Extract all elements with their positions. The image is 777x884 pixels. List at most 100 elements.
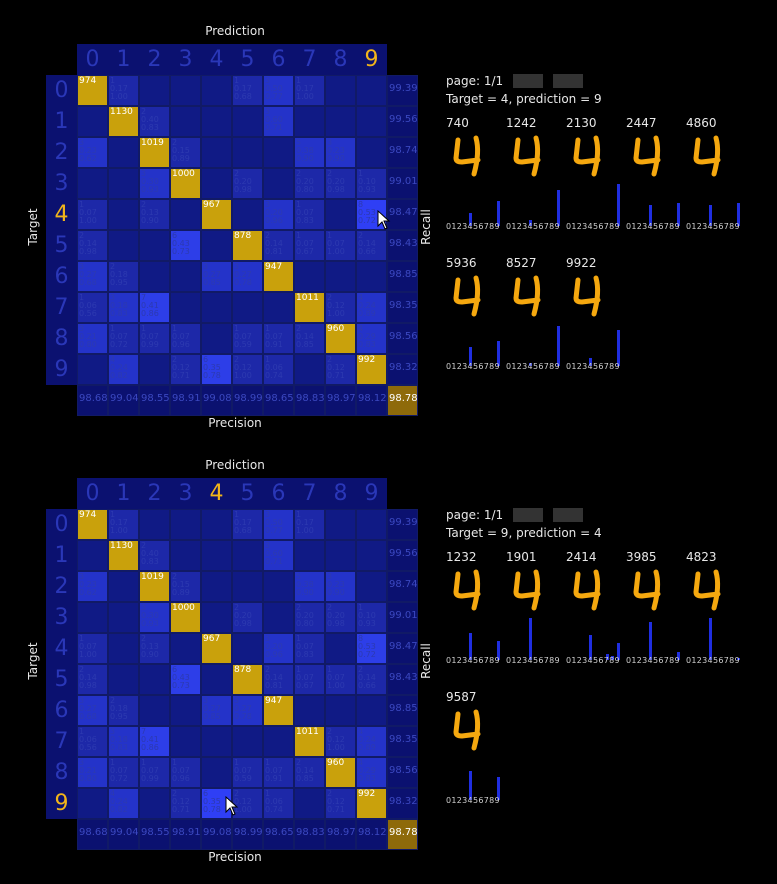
matrix-cell[interactable]: 2 0.20 0.98	[325, 168, 356, 199]
sample-item[interactable]: 4860 0123456789	[686, 116, 744, 236]
matrix-cell[interactable]: 992	[356, 354, 387, 385]
matrix-cell[interactable]: 2 0.12 0.71	[170, 354, 201, 385]
matrix-cell[interactable]: 4 0.29 0.83	[356, 323, 387, 354]
matrix-cell[interactable]	[139, 75, 170, 106]
matrix-cell[interactable]	[325, 75, 356, 106]
matrix-cell[interactable]: 2 0.20 0.80	[294, 602, 325, 633]
matrix-cell[interactable]: 3 0.23 0.62	[77, 571, 108, 602]
matrix-cell[interactable]: 1011	[294, 292, 325, 323]
matrix-cell[interactable]: 2 0.12 0.71	[170, 788, 201, 819]
target-class-label[interactable]: 0	[54, 78, 69, 103]
matrix-cell[interactable]	[108, 633, 139, 664]
matrix-cell[interactable]: 1 0.07 0.72	[108, 323, 139, 354]
matrix-cell[interactable]: 3 0.23 0.62	[77, 137, 108, 168]
matrix-cell[interactable]: 1130	[108, 540, 139, 571]
matrix-cell[interactable]	[108, 168, 139, 199]
matrix-cell[interactable]	[201, 292, 232, 323]
matrix-cell[interactable]: 7 0.41 0.86	[139, 726, 170, 757]
prediction-class-label[interactable]: 8	[333, 47, 348, 72]
matrix-cell[interactable]: 1130	[108, 106, 139, 137]
sample-item[interactable]: 4823 0123456789	[686, 550, 744, 670]
target-class-label[interactable]: 4	[54, 636, 69, 661]
matrix-cell[interactable]: 5 0.38 0.90	[294, 137, 325, 168]
matrix-cell[interactable]: 1 0.17 1.00	[108, 509, 139, 540]
matrix-cell[interactable]	[232, 571, 263, 602]
matrix-cell[interactable]: 2 0.20 0.98	[325, 602, 356, 633]
prediction-class-label[interactable]: 1	[116, 47, 131, 72]
target-class-label[interactable]: 7	[54, 729, 69, 754]
matrix-cell[interactable]	[170, 633, 201, 664]
matrix-cell[interactable]	[170, 292, 201, 323]
matrix-cell[interactable]: 1000	[170, 602, 201, 633]
prev-page-button[interactable]	[513, 508, 544, 522]
matrix-cell[interactable]	[356, 509, 387, 540]
prediction-class-label[interactable]: 3	[178, 481, 193, 506]
matrix-cell[interactable]	[294, 354, 325, 385]
matrix-cell[interactable]: 2 0.18 0.95	[108, 261, 139, 292]
matrix-cell[interactable]	[108, 571, 139, 602]
matrix-cell[interactable]	[232, 137, 263, 168]
sample-item[interactable]: 1242 0123456789	[506, 116, 564, 236]
matrix-cell[interactable]: 3 0.21 0.80	[77, 323, 108, 354]
matrix-cell[interactable]	[263, 292, 294, 323]
matrix-cell[interactable]: 1 0.07 0.59	[232, 757, 263, 788]
matrix-cell[interactable]: 2 0.14 0.81	[263, 230, 294, 261]
matrix-cell[interactable]	[325, 261, 356, 292]
sample-item[interactable]: 9922 0123456789	[566, 256, 624, 376]
matrix-cell[interactable]: 4 0.24 0.89	[356, 726, 387, 757]
matrix-cell[interactable]: 2 0.14 0.66	[356, 230, 387, 261]
sample-item[interactable]: 2130 0123456789	[566, 116, 624, 236]
matrix-cell[interactable]: 1 0.07 0.67	[294, 664, 325, 695]
matrix-cell[interactable]	[263, 726, 294, 757]
matrix-cell[interactable]	[294, 788, 325, 819]
matrix-cell[interactable]	[201, 106, 232, 137]
matrix-cell[interactable]	[139, 695, 170, 726]
matrix-cell[interactable]: 2 0.12 0.71	[325, 788, 356, 819]
sample-item[interactable]: 2414 0123456789	[566, 550, 624, 670]
matrix-cell[interactable]	[356, 540, 387, 571]
matrix-cell[interactable]	[294, 106, 325, 137]
matrix-cell[interactable]	[170, 540, 201, 571]
matrix-cell[interactable]: 2 0.20 0.98	[232, 168, 263, 199]
matrix-cell[interactable]: 2 0.12 1.00	[325, 292, 356, 323]
matrix-cell[interactable]	[170, 726, 201, 757]
matrix-cell[interactable]: 960	[325, 757, 356, 788]
matrix-cell[interactable]: 2 0.15 0.89	[170, 137, 201, 168]
target-class-label[interactable]: 9	[54, 791, 69, 816]
prediction-class-label[interactable]: 1	[116, 481, 131, 506]
matrix-cell[interactable]: 1 0.06 0.74	[263, 354, 294, 385]
matrix-cell[interactable]: 1 0.10 0.93	[356, 602, 387, 633]
target-class-label[interactable]: 1	[54, 543, 69, 568]
matrix-cell[interactable]	[170, 106, 201, 137]
matrix-cell[interactable]: 1 0.06 0.74	[263, 788, 294, 819]
matrix-cell[interactable]	[201, 602, 232, 633]
matrix-cell[interactable]	[232, 540, 263, 571]
prediction-class-label[interactable]: 2	[147, 47, 162, 72]
matrix-cell[interactable]: 1 0.17 1.00	[294, 75, 325, 106]
sample-item[interactable]: 5936 0123456789	[446, 256, 504, 376]
matrix-cell[interactable]: 6 0.35 0.78	[201, 354, 232, 385]
matrix-cell[interactable]: 1 0.17 1.00	[108, 75, 139, 106]
matrix-cell[interactable]: 2 0.14 0.85	[294, 323, 325, 354]
matrix-cell[interactable]: 3 0.60 0.71	[263, 540, 294, 571]
matrix-cell[interactable]: 2 0.20 0.80	[294, 168, 325, 199]
matrix-cell[interactable]: 1 0.07 1.00	[77, 633, 108, 664]
matrix-cell[interactable]: 974	[77, 509, 108, 540]
matrix-cell[interactable]	[325, 199, 356, 230]
matrix-cell[interactable]	[139, 354, 170, 385]
next-page-button[interactable]	[553, 508, 584, 522]
matrix-cell[interactable]	[356, 75, 387, 106]
matrix-cell[interactable]: 1 0.07 1.00	[77, 199, 108, 230]
matrix-cell[interactable]: 2 0.15 0.89	[170, 571, 201, 602]
matrix-cell[interactable]	[325, 540, 356, 571]
matrix-cell[interactable]: 947	[263, 261, 294, 292]
matrix-cell[interactable]: 1 0.07 0.83	[294, 633, 325, 664]
matrix-cell[interactable]	[108, 664, 139, 695]
prediction-class-label[interactable]: 9	[364, 47, 379, 72]
matrix-cell[interactable]: 1 0.07 0.96	[170, 757, 201, 788]
matrix-cell[interactable]: 974	[77, 75, 108, 106]
matrix-cell[interactable]	[108, 602, 139, 633]
matrix-cell[interactable]: 1 0.07 0.67	[294, 230, 325, 261]
prediction-class-label[interactable]: 2	[147, 481, 162, 506]
matrix-cell[interactable]	[201, 323, 232, 354]
